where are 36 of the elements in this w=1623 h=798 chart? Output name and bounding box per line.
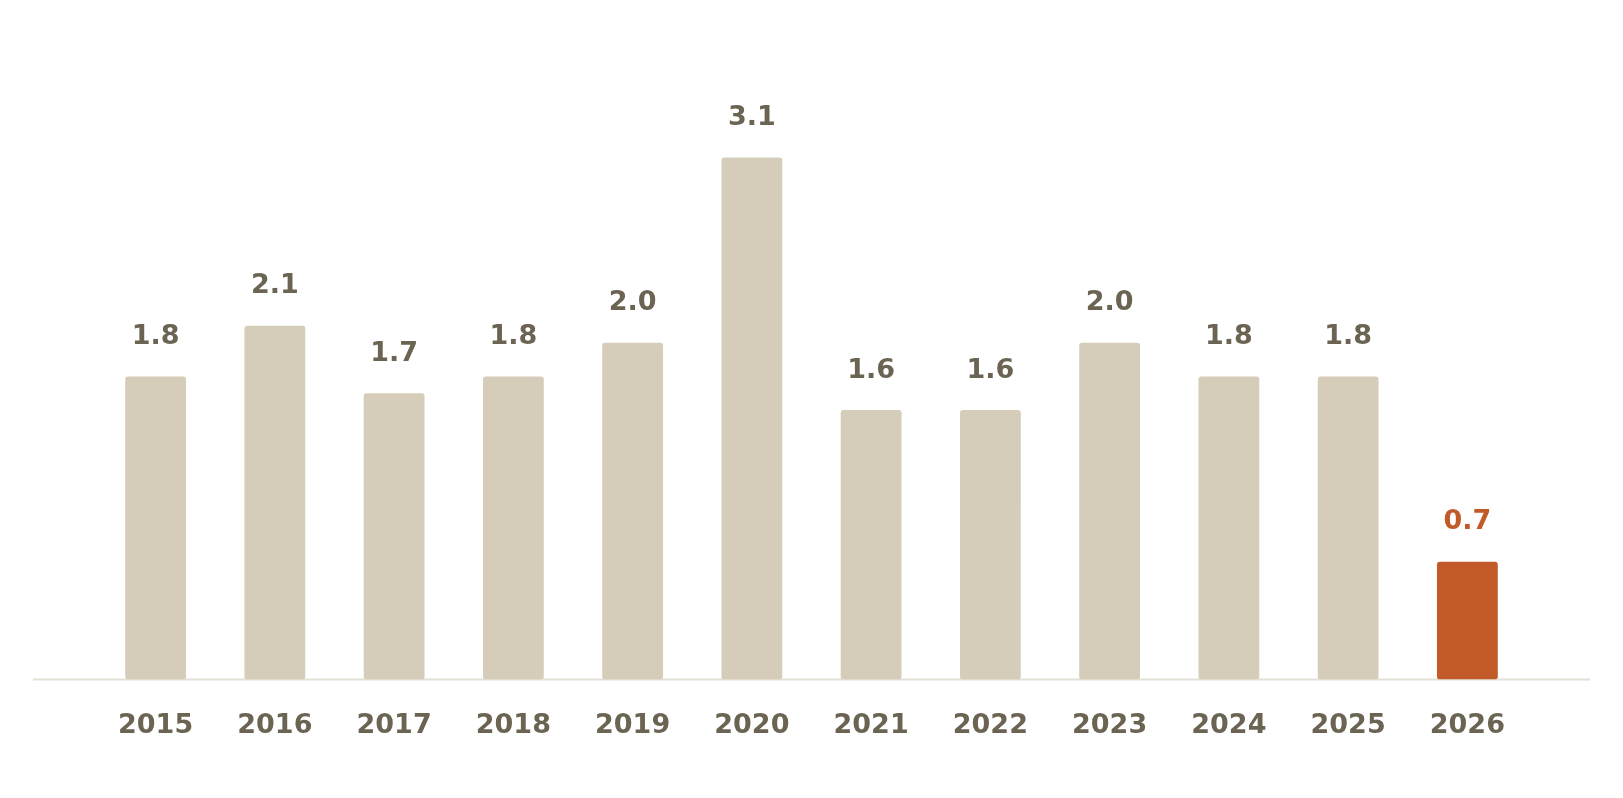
x-tick-label: 2023 xyxy=(1072,707,1148,739)
bar xyxy=(959,410,1021,680)
data-label: 2.1 xyxy=(250,268,299,300)
data-label: 1.8 xyxy=(1324,318,1373,350)
x-tick-label: 2015 xyxy=(118,707,194,739)
data-label: 1.8 xyxy=(1204,318,1253,350)
bar xyxy=(1317,376,1379,680)
data-label: 1.6 xyxy=(966,352,1015,384)
x-tick-label: 2018 xyxy=(475,707,551,739)
x-tick-label: 2016 xyxy=(237,707,313,739)
bar xyxy=(1436,561,1498,680)
x-tick-label: 2019 xyxy=(595,707,671,739)
data-label: 2.0 xyxy=(608,285,657,317)
bar xyxy=(602,342,664,680)
x-tick-label: 2021 xyxy=(833,707,909,739)
bar xyxy=(1079,342,1141,680)
bar xyxy=(244,325,306,680)
bar xyxy=(1198,376,1260,680)
x-tick-label: 2024 xyxy=(1191,707,1267,739)
data-label: 1.6 xyxy=(847,352,896,384)
x-tick-label: 2022 xyxy=(952,707,1028,739)
data-label: 3.1 xyxy=(727,99,776,131)
data-label: 1.8 xyxy=(131,318,180,350)
bar xyxy=(125,376,187,680)
data-label: 1.7 xyxy=(370,335,419,367)
bar xyxy=(363,393,425,680)
bar xyxy=(840,410,902,680)
x-tick-label: 2025 xyxy=(1310,707,1386,739)
data-label: 1.8 xyxy=(489,318,538,350)
data-label: 0.7 xyxy=(1443,504,1492,536)
bar xyxy=(482,376,544,680)
data-label: 2.0 xyxy=(1085,285,1134,317)
bar xyxy=(721,157,783,680)
x-tick-label: 2020 xyxy=(714,707,790,739)
x-tick-label: 2017 xyxy=(356,707,432,739)
x-tick-label: 2026 xyxy=(1429,707,1505,739)
